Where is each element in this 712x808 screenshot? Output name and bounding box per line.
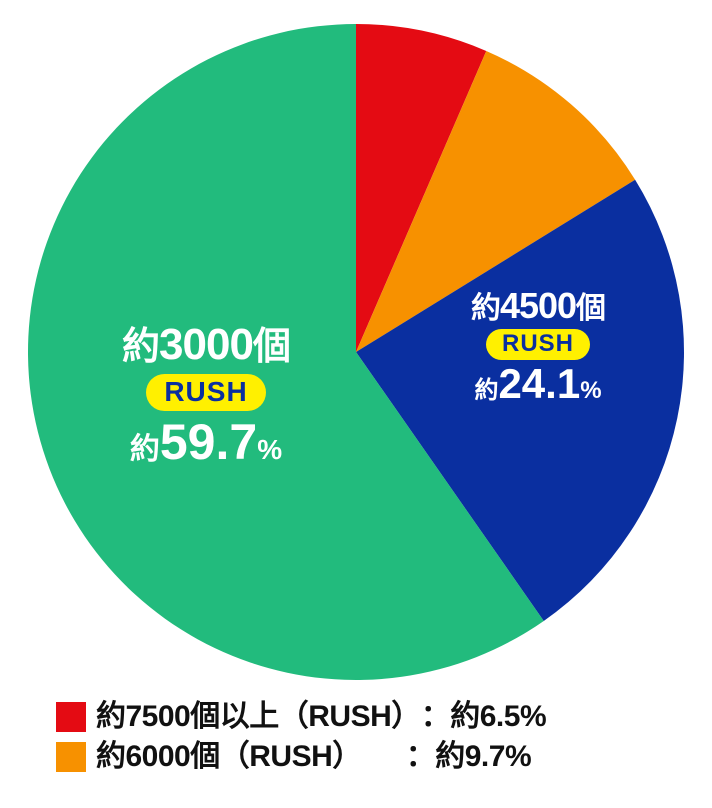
legend-row: 約6000個（RUSH） ： 約9.7%: [56, 742, 546, 772]
slice-title-prefix: 約: [471, 292, 500, 325]
legend-row: 約7500個以上（RUSH） ： 約6.5%: [56, 702, 546, 732]
slice-title-num: 4500: [500, 285, 576, 326]
legend-label: 約7500個以上（RUSH）: [96, 702, 421, 732]
slice-badge-wrap-blue: RUSH: [418, 329, 658, 360]
legend-sep: ：: [406, 742, 436, 772]
slice-title-blue: 約4500個: [418, 283, 658, 327]
slice-pct-blue: 約24.1%: [418, 360, 658, 408]
legend: 約7500個以上（RUSH） ： 約6.5% 約6000個（RUSH） ： 約9…: [56, 702, 546, 782]
slice-badge-wrap-green: RUSH: [56, 374, 356, 411]
pct-value: 59.7: [160, 414, 257, 470]
pct-value: 24.1: [498, 360, 580, 407]
legend-value: 約6.5%: [450, 702, 546, 732]
slice-title-prefix: 約: [122, 326, 159, 368]
slice-title-green: 約3000個: [56, 315, 356, 370]
legend-swatch: [56, 702, 86, 732]
pie-chart-container: 約3000個 RUSH 約59.7% 約4500個 RUSH 約24.1%: [0, 0, 712, 700]
pct-suffix: %: [257, 434, 282, 465]
pct-prefix: 約: [130, 433, 160, 466]
slice-label-green: 約3000個 RUSH 約59.7%: [56, 315, 356, 471]
legend-swatch: [56, 742, 86, 772]
slice-title-num: 3000: [159, 320, 253, 369]
slice-title-suffix: 個: [576, 292, 605, 325]
rush-badge: RUSH: [146, 374, 265, 411]
pct-prefix: 約: [474, 377, 498, 404]
slice-pct-green: 約59.7%: [56, 413, 356, 471]
legend-value: 約9.7%: [435, 742, 531, 772]
slice-label-blue: 約4500個 RUSH 約24.1%: [418, 283, 658, 408]
legend-label: 約6000個（RUSH）: [96, 742, 406, 772]
legend-sep: ：: [421, 702, 451, 732]
rush-badge: RUSH: [486, 329, 590, 360]
slice-title-suffix: 個: [253, 326, 290, 368]
pct-suffix: %: [580, 377, 601, 404]
